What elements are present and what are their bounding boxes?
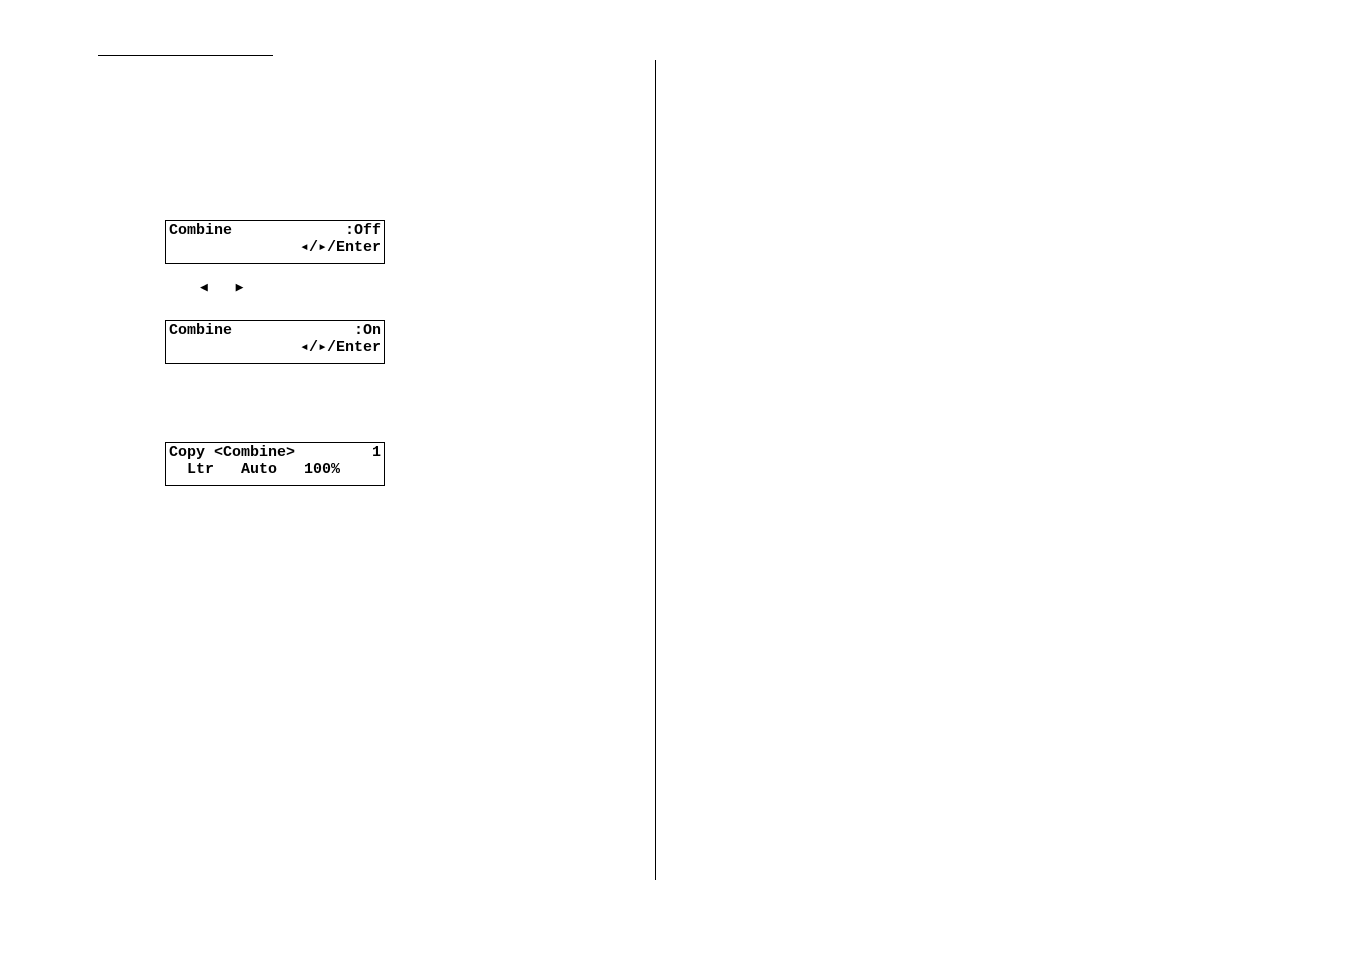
- header-underline-rule: [98, 55, 273, 56]
- lcd-row-1: Combine :Off: [169, 223, 381, 240]
- lcd-value: :On: [354, 323, 381, 340]
- lcd-row-1: Combine :On: [169, 323, 381, 340]
- lcd-value: 1: [372, 445, 381, 462]
- lcd-label: Copy <Combine>: [169, 445, 295, 462]
- lcd-combine-off: Combine :Off ◂/▸/Enter: [165, 220, 385, 264]
- lcd-row-2: ◂/▸/Enter: [169, 240, 381, 257]
- page: Combine :Off ◂/▸/Enter ◀ ▶ Combine :On ◂…: [0, 0, 1351, 954]
- lcd-value: :Off: [345, 223, 381, 240]
- lcd-label: Combine: [169, 323, 232, 340]
- lcd-row-2: ◂/▸/Enter: [169, 340, 381, 357]
- lcd-nav-hint: ◂/▸/Enter: [300, 240, 381, 257]
- lcd-label: Combine: [169, 223, 232, 240]
- lcd-row-1: Copy <Combine> 1: [169, 445, 381, 462]
- center-divider-rule: [655, 60, 656, 880]
- lcd-combine-on: Combine :On ◂/▸/Enter: [165, 320, 385, 364]
- lcd-status-line: Ltr Auto 100%: [169, 462, 340, 479]
- lcd-nav-hint: ◂/▸/Enter: [300, 340, 381, 357]
- arrow-nav-row: ◀ ▶: [200, 280, 253, 295]
- lcd-copy-combine: Copy <Combine> 1 Ltr Auto 100%: [165, 442, 385, 486]
- lcd-row-2: Ltr Auto 100%: [169, 462, 381, 479]
